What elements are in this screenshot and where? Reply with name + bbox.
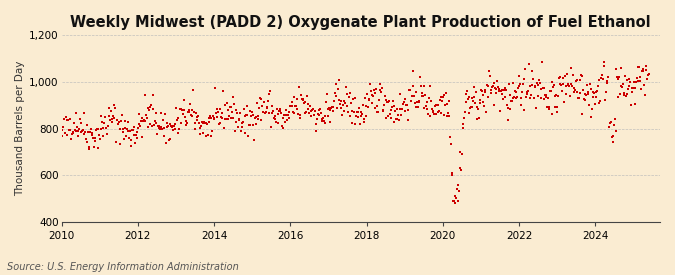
Y-axis label: Thousand Barrels per Day: Thousand Barrels per Day: [15, 61, 25, 196]
Title: Weekly Midwest (PADD 2) Oxygenate Plant Production of Fuel Ethanol: Weekly Midwest (PADD 2) Oxygenate Plant …: [70, 15, 651, 30]
Text: Source: U.S. Energy Information Administration: Source: U.S. Energy Information Administ…: [7, 262, 238, 272]
